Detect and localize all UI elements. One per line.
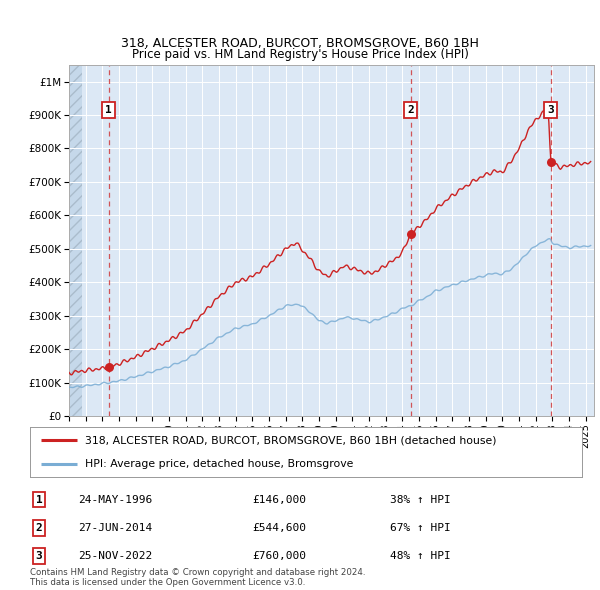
Text: £760,000: £760,000 bbox=[252, 551, 306, 561]
Text: 48% ↑ HPI: 48% ↑ HPI bbox=[390, 551, 451, 561]
Bar bbox=[69, 65, 82, 416]
Text: 1: 1 bbox=[35, 494, 43, 504]
Text: 3: 3 bbox=[35, 551, 43, 561]
Text: Price paid vs. HM Land Registry's House Price Index (HPI): Price paid vs. HM Land Registry's House … bbox=[131, 48, 469, 61]
Text: Contains HM Land Registry data © Crown copyright and database right 2024.
This d: Contains HM Land Registry data © Crown c… bbox=[30, 568, 365, 587]
Text: 318, ALCESTER ROAD, BURCOT, BROMSGROVE, B60 1BH: 318, ALCESTER ROAD, BURCOT, BROMSGROVE, … bbox=[121, 37, 479, 50]
Text: 2: 2 bbox=[407, 105, 414, 115]
Text: 318, ALCESTER ROAD, BURCOT, BROMSGROVE, B60 1BH (detached house): 318, ALCESTER ROAD, BURCOT, BROMSGROVE, … bbox=[85, 435, 497, 445]
Text: HPI: Average price, detached house, Bromsgrove: HPI: Average price, detached house, Brom… bbox=[85, 459, 353, 469]
Text: 27-JUN-2014: 27-JUN-2014 bbox=[78, 523, 152, 533]
Text: 2: 2 bbox=[35, 523, 43, 533]
Text: £544,600: £544,600 bbox=[252, 523, 306, 533]
Text: 67% ↑ HPI: 67% ↑ HPI bbox=[390, 523, 451, 533]
Text: 3: 3 bbox=[547, 105, 554, 115]
Text: £146,000: £146,000 bbox=[252, 494, 306, 504]
Text: 24-MAY-1996: 24-MAY-1996 bbox=[78, 494, 152, 504]
Text: 38% ↑ HPI: 38% ↑ HPI bbox=[390, 494, 451, 504]
Text: 25-NOV-2022: 25-NOV-2022 bbox=[78, 551, 152, 561]
Text: 1: 1 bbox=[106, 105, 112, 115]
Bar bbox=[69, 65, 82, 416]
